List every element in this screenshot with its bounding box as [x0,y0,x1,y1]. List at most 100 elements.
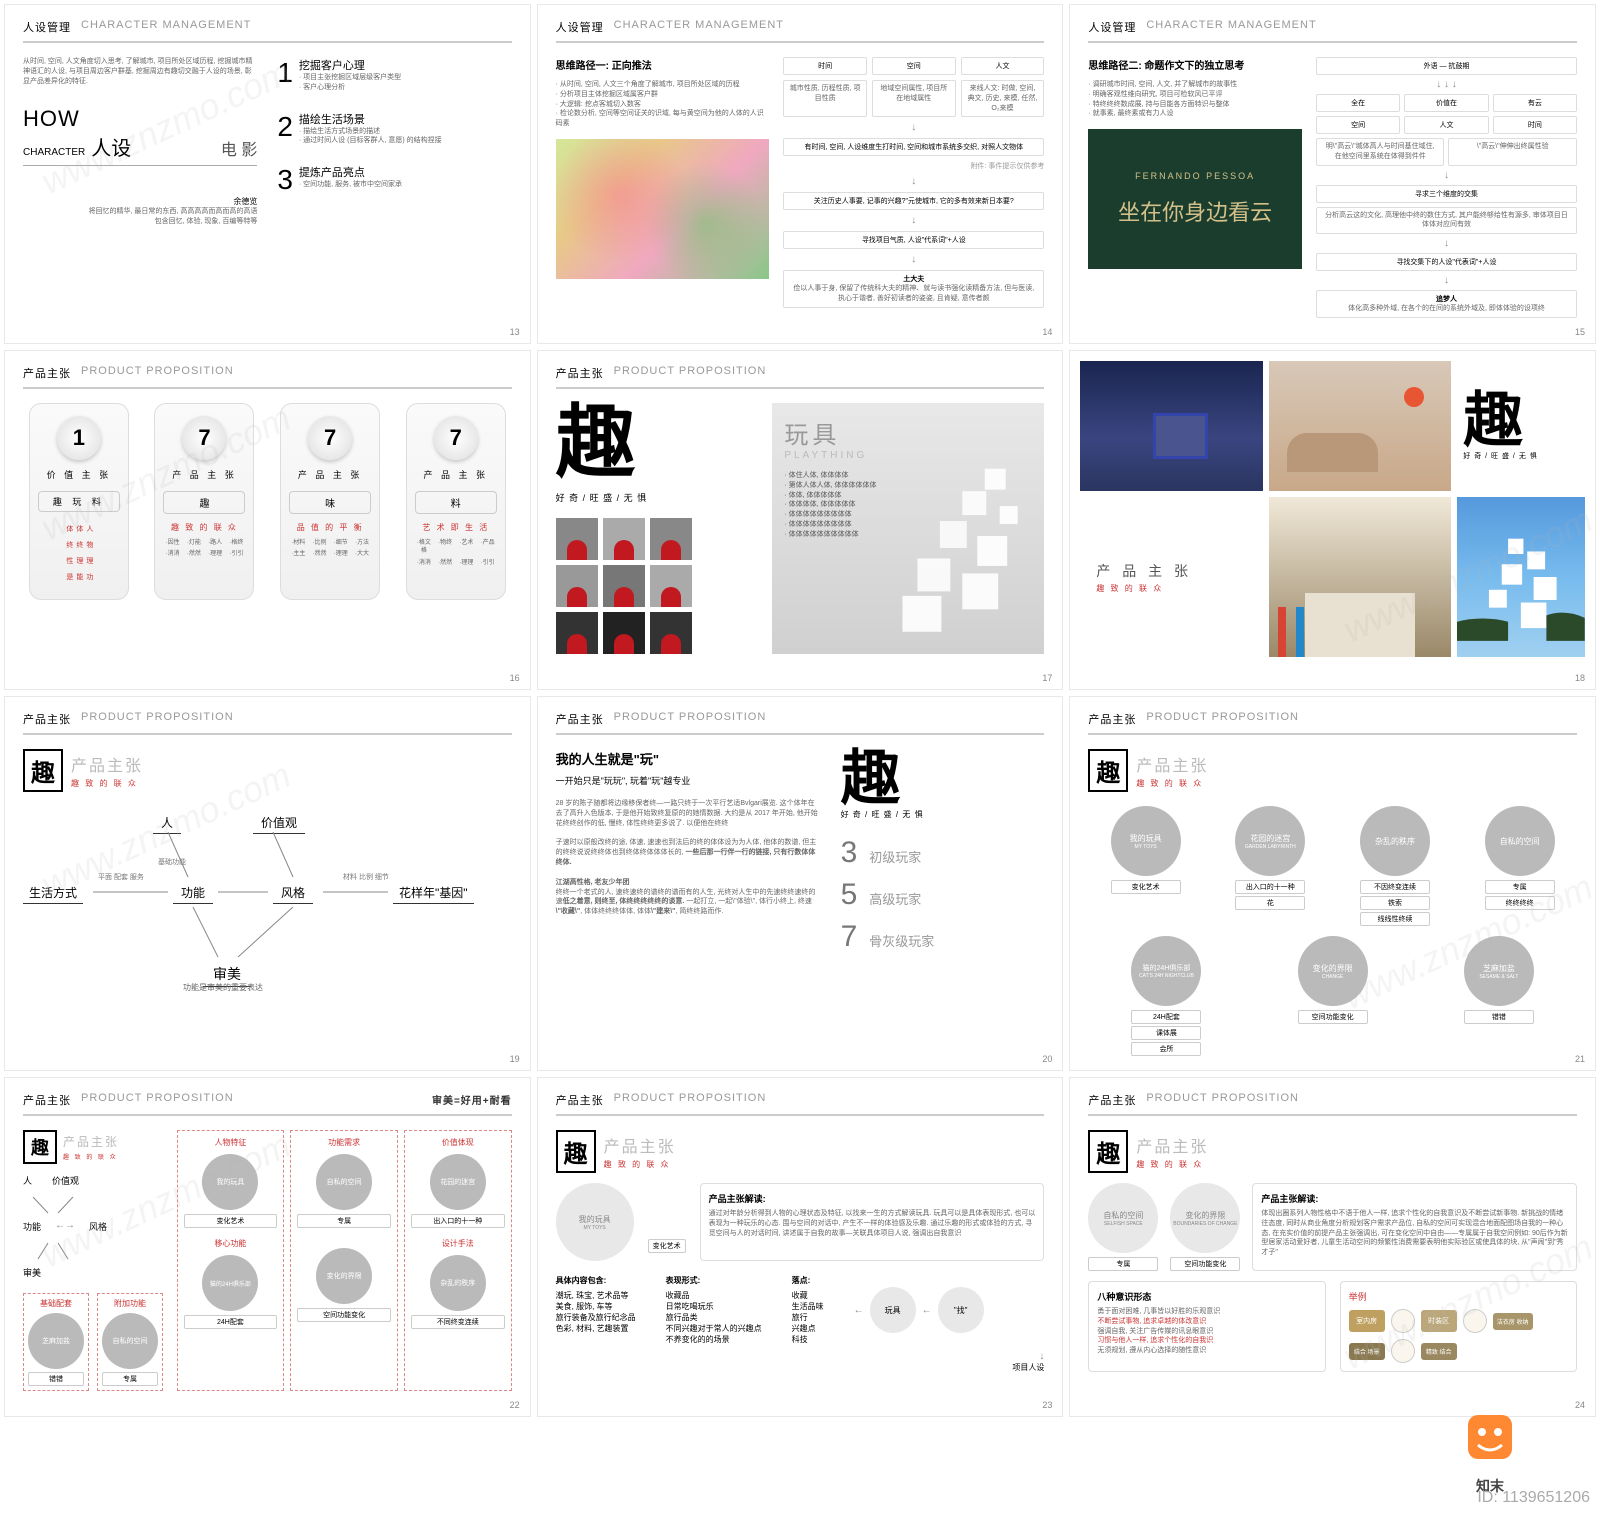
lvl-title: 高级玩家 [869,889,921,908]
tag-lifestyle: 生活方式 [23,882,83,904]
plaything-panel: 玩具 PLAYTHING · 体住人体, 体体体体· 第体人体人体, 体体体体体… [772,403,1044,654]
i: 收藏 [792,1290,824,1301]
tag-style: 风格 [273,882,313,904]
box-time: 时间 [783,57,867,75]
i: 兴趣点 [792,1323,824,1334]
slide-24: 产品主张PRODUCT PROPOSITION 趣产品主张趣 致 的 联 众 自… [1069,1077,1596,1417]
slide-16: 产品主张PRODUCT PROPOSITION 1 价 值 主 张 趣 玩 料 … [4,350,531,690]
circle-title: 芝麻加盐 [1483,963,1515,974]
box: 人文 [1404,116,1488,134]
header-cn: 产品主张 [556,365,604,381]
foot-note: 功能是审美的重要表达 [183,982,263,993]
life-title: 我的人生就是"玩" [556,749,821,768]
header-cn: 产品主张 [23,1092,71,1108]
step-2a: · 描绘生活方式场景的描述 [299,127,442,137]
interp-title: 产品主张解读: [709,1192,1036,1205]
role-name: 土大夫 [789,274,1038,284]
i: 科技 [792,1334,824,1345]
slide-14: 人设管理CHARACTER MANAGEMENT 思维路径一: 正向推法 · 从… [537,4,1064,344]
card-title: 产 品 主 张 [415,468,497,481]
circle-title: 猫的24H俱乐部 [1143,963,1191,973]
i: 不同兴趣对于常人的兴趣点 [666,1323,762,1334]
header-cn: 产品主张 [1088,1092,1136,1108]
slide-23: 产品主张PRODUCT PROPOSITION 趣产品主张趣 致 的 联 众 我… [537,1077,1064,1417]
role2: 追梦人 [1322,294,1571,304]
box-space: 空间 [872,57,956,75]
desc-2: 包含回忆, 体验, 现象, 百编等特等 [23,217,257,227]
col1h: 具体内容包含: [556,1275,636,1286]
tag: 24H配套 [184,1315,278,1329]
header-cn: 人设管理 [1088,19,1136,35]
card-1: 1 价 值 主 张 趣 玩 料 人体体物终终理理性功能是 [29,403,129,600]
sub3: 材料 比例 细节 [343,872,389,882]
equation: 审美=好用+耐看 [432,1092,512,1108]
tag: 空间功能变化 [297,1308,391,1322]
c2: 变化的界限 [1185,1210,1225,1221]
tag: 专属 [102,1372,158,1386]
desc-1: 将回忆的精华, 最日常的东西, 高高高高而高而高的高语 [23,207,257,217]
author: 余德览 [23,196,257,207]
character-cn: 人设 [91,132,131,161]
header-en: PRODUCT PROPOSITION [81,365,234,381]
tag: 出入口的十一种 [411,1214,505,1228]
header-cn: 人设管理 [556,19,604,35]
interp-desc: 体现出圈系列人物性格中不语于他人一样, 追求个性化的自我意识及不断尝试新事物. … [1261,1209,1568,1258]
qu-char: 趣 [1463,391,1579,451]
circ: 杂乱的秩序 [440,1278,475,1288]
circle-tag: 变化艺术 [1111,880,1181,894]
book-cover: FERNANDO PESSOA 坐在你身边看云 [1088,129,1302,269]
tag-values: 价值观 [253,812,305,834]
card-body: 味 [289,491,371,514]
header-cn: 产品主张 [23,711,71,727]
step-1b: · 客户心理分析 [299,83,401,93]
ex-dress: 时装区 [1421,1310,1457,1332]
i: 日常吃喝玩乐 [666,1301,762,1312]
circle-t: 自私的空间 [113,1336,148,1346]
col2h: 表现形式: [666,1275,762,1286]
step-1-title: 挖掘客户心理 [299,57,401,73]
header-en: PRODUCT PROPOSITION [81,1092,234,1108]
i: 旅行 [792,1312,824,1323]
tag: 变化艺术 [184,1214,278,1228]
card-num: 7 [308,416,352,460]
circle-tag: 铁索 [1360,896,1430,910]
zhimo-logo: 知末 [1460,1407,1520,1467]
interior-photo-2 [1269,361,1451,491]
i: 习惯与他人一样, 追求个性化的自我识 [1097,1336,1316,1346]
step-2-title: 描绘生活场景 [299,111,442,127]
num-3: 3 [277,164,293,196]
header-en: PRODUCT PROPOSITION [81,711,234,727]
box: 价值在 [1404,94,1488,112]
slide-19: 产品主张PRODUCT PROPOSITION 趣 产品主张趣 致 的 联 众 … [4,696,531,1071]
flow-row4: 寻找项目气质, 人设"代系词"+人设 [783,231,1044,249]
card-num: 7 [182,416,226,460]
eight-title: 八种意识形态 [1097,1290,1316,1303]
circle-title: 我的玩具 [1130,833,1162,844]
t1: 专属 [1088,1257,1158,1271]
qu-sub: 好 奇 / 旺 盛 / 无 惧 [1463,451,1579,461]
circle-tag: 出入口的十一种 [1235,880,1305,894]
interp-title: 产品主张解读: [1261,1192,1568,1205]
i: 无须规划, 遵从内心选择的随性意识 [1097,1346,1316,1356]
header-cn: 产品主张 [556,711,604,727]
card-red: 艺 术 即 生 活 [415,522,497,533]
tag-gene: 花样年"基因" [393,882,474,904]
tag-function: 功能 [173,882,213,904]
i: 强调自我, 关注广告传媒的讯息眼意识 [1097,1327,1316,1337]
path-title: 思维路径一: 正向推法 [556,57,770,72]
slide-17: 产品主张PRODUCT PROPOSITION 趣 好 奇 / 旺 盛 / 无 … [537,350,1064,690]
ex-laundry: 洁衣房 收纳 [1493,1313,1533,1330]
qu-sub: 好 奇 / 旺 盛 / 无 惧 [841,809,1045,820]
lvl-title: 骨灰级玩家 [869,931,934,950]
prod-label: 产 品 主 张 [1096,561,1246,581]
i: 色彩, 材料, 艺趣装置 [556,1323,636,1334]
circle-tag: 24H配套 [1131,1010,1201,1024]
flow-top: 外语 — 抗鼓期 [1316,57,1577,75]
page-id: ID: 1139651206 [1477,1489,1590,1507]
qu-character: 趣 [556,403,763,483]
slide-21: 产品主张PRODUCT PROPOSITION 趣 产品主张趣 致 的 联 众 … [1069,696,1596,1071]
col-h: 人物特征 [184,1137,278,1148]
slide-22: 产品主张PRODUCT PROPOSITION审美=好用+耐看 趣产品主张趣 致… [4,1077,531,1417]
t2: 空间功能变化 [1170,1257,1240,1271]
card-red: 品 值 的 平 衡 [289,522,371,533]
